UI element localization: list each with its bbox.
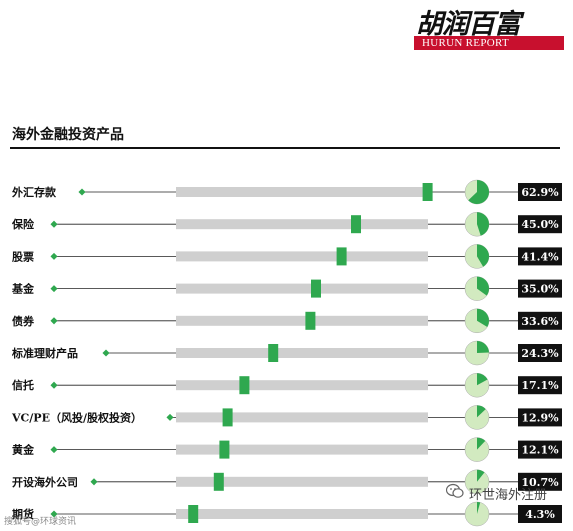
value-marker [219, 440, 230, 459]
pie-slice [477, 308, 489, 327]
bar-track [176, 509, 428, 519]
row-start-dot [50, 220, 58, 228]
value-box [518, 311, 562, 330]
value-marker [351, 215, 361, 234]
value-label: 10.7% [521, 476, 559, 489]
pie-slice [477, 469, 485, 482]
pie-slice [477, 502, 481, 514]
category-label: 基金 [11, 282, 35, 296]
row-start-dot [50, 317, 58, 325]
chart-title: 海外金融投资产品 [12, 127, 124, 143]
value-marker [268, 344, 279, 362]
value-label: 33.6% [521, 315, 559, 328]
value-box [518, 440, 562, 459]
brand-name-en: HURUN REPORT [422, 37, 509, 49]
category-label: 标准理财产品 [11, 346, 78, 360]
pie-slice [477, 437, 486, 450]
row-start-dot [50, 381, 58, 389]
pie-slice [477, 244, 489, 267]
bar-track [176, 251, 428, 262]
value-marker [188, 505, 199, 523]
value-label: 12.9% [521, 411, 559, 424]
category-label: 保险 [11, 217, 35, 231]
category-label: 外汇存款 [11, 185, 57, 199]
pie-slice [477, 373, 488, 386]
bar-track [176, 412, 428, 423]
value-box [518, 183, 562, 201]
bar-track [176, 283, 428, 294]
value-box [518, 279, 562, 298]
value-box [518, 247, 562, 266]
row-start-dot [166, 413, 174, 421]
value-label: 12.1% [521, 444, 559, 457]
bar-track [176, 476, 428, 487]
row-start-dot [78, 188, 86, 196]
value-label: 35.0% [521, 283, 559, 296]
watermark-left: 搜狐号@环球资讯 [4, 517, 77, 527]
value-marker [305, 311, 316, 330]
value-label: 4.3% [525, 508, 555, 521]
bar-track [176, 315, 428, 326]
value-box [518, 376, 562, 395]
wechat-icon [446, 483, 464, 498]
bar-track [176, 380, 428, 391]
watermark-right: 环世海外注册 [469, 488, 548, 503]
bar-track [176, 219, 428, 230]
value-label: 24.3% [521, 347, 559, 360]
category-label: VC/PE（风投/股权投资） [11, 410, 142, 424]
value-marker [422, 183, 433, 201]
value-marker [336, 247, 347, 266]
value-label: 62.9% [521, 186, 559, 199]
value-label: 17.1% [521, 379, 559, 392]
value-marker [239, 376, 250, 395]
row-start-dot [90, 478, 98, 486]
value-label: 45.0% [521, 218, 559, 231]
category-label: 股票 [12, 250, 34, 263]
pie-slice [477, 340, 489, 353]
brand-name-cn: 胡润百富 [416, 9, 521, 40]
category-label: 期货 [12, 507, 34, 521]
brand-logo: 胡润百富 HURUN REPORT [414, 4, 564, 52]
pie-slice [477, 405, 486, 418]
value-box [518, 472, 562, 491]
row-start-dot [102, 349, 110, 357]
bar-track [176, 444, 428, 455]
value-box [518, 215, 562, 234]
pie-slice [468, 180, 489, 204]
value-box [518, 344, 562, 362]
row-start-dot [50, 285, 58, 293]
row-start-dot [50, 252, 58, 260]
bar-track [176, 187, 428, 197]
brand-bar [414, 36, 564, 50]
value-marker [222, 408, 233, 427]
value-box [518, 505, 562, 523]
value-marker [213, 472, 224, 491]
bar-track [176, 348, 428, 358]
pie-slice [477, 276, 489, 296]
row-start-dot [50, 510, 58, 518]
pie-slice [477, 212, 489, 236]
category-label: 黄金 [12, 443, 35, 457]
value-marker [311, 279, 321, 298]
category-label: 债券 [12, 314, 35, 328]
row-start-dot [50, 446, 58, 454]
title-rule [10, 147, 560, 149]
value-label: 41.4% [521, 250, 559, 263]
category-label: 开设海外公司 [12, 475, 78, 489]
category-label: 信托 [12, 378, 34, 392]
value-box [518, 408, 562, 427]
